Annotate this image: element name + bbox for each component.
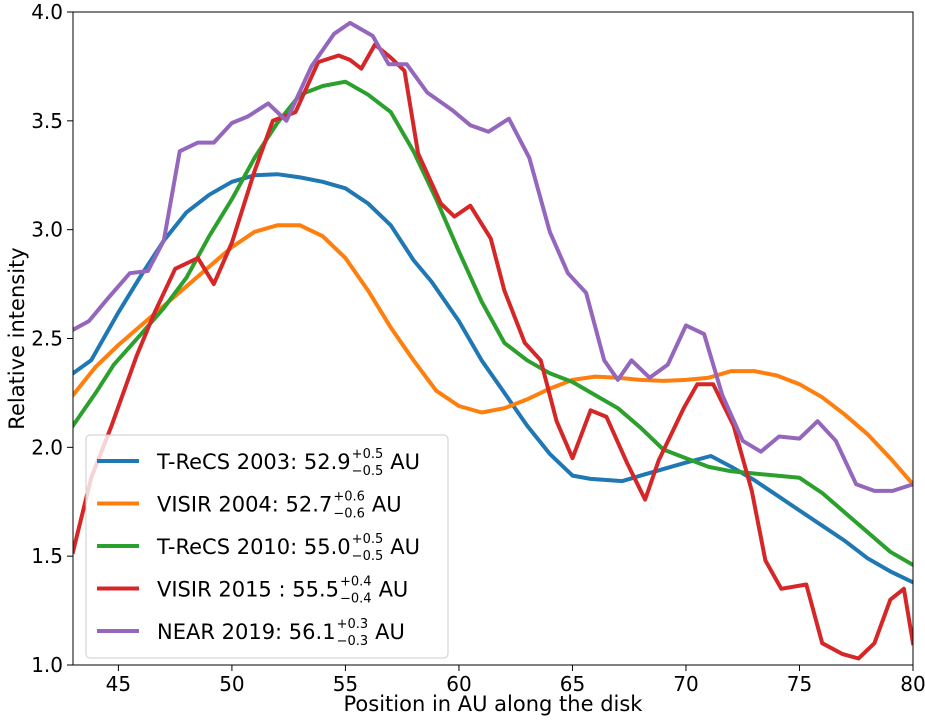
x-tick-label: 80: [900, 672, 925, 696]
legend-unit: AU: [372, 493, 402, 517]
legend-entry: T-ReCS 2003: 52.9 +0.5 −0.5 AU: [156, 447, 420, 479]
y-tick-label: 3.0: [31, 218, 63, 242]
legend-label: VISIR 2004: 52.7: [157, 493, 332, 517]
legend-label-value: NEAR 2019: 56.1: [157, 620, 336, 644]
legend-label-value: VISIR 2004: 52.7: [157, 493, 332, 517]
series-line-2: [73, 79, 913, 568]
y-tick-label: 1.0: [31, 653, 63, 677]
legend-upper-error: +0.5: [352, 447, 384, 462]
y-axis-label: Relative intensity: [5, 247, 29, 429]
legend-entry: T-ReCS 2010: 55.0 +0.5 −0.5 AU: [156, 532, 420, 564]
legend-label-value: VISIR 2015 : 55.5: [157, 578, 339, 602]
x-tick-label: 50: [219, 672, 244, 696]
y-axis-ticks: 1.0 1.5 2.0 2.5 3.0 3.5 4.0: [31, 0, 73, 677]
legend-lower-error: −0.6: [333, 507, 365, 522]
x-tick-label: 60: [446, 672, 471, 696]
legend-label: NEAR 2019: 56.1: [157, 620, 336, 644]
series-line-3: [73, 42, 913, 661]
series-line-4: [73, 20, 913, 493]
legend-lower-error: −0.5: [352, 464, 384, 479]
x-tick-label: 55: [333, 672, 358, 696]
legend-label-value: T-ReCS 2003: 52.9: [156, 450, 351, 474]
y-tick-label: 1.5: [31, 544, 63, 568]
plot-lines: [73, 20, 913, 661]
legend-label: T-ReCS 2003: 52.9: [156, 450, 351, 474]
legend-entry: VISIR 2015 : 55.5 +0.4 −0.4 AU: [157, 575, 408, 607]
legend-lower-error: −0.3: [337, 634, 369, 649]
legend-upper-error: +0.4: [340, 575, 372, 590]
legend-upper-error: +0.6: [333, 490, 365, 505]
series-line-1: [73, 223, 913, 488]
legend-entry: NEAR 2019: 56.1 +0.3 −0.3 AU: [157, 617, 405, 649]
legend-label: T-ReCS 2010: 55.0: [156, 535, 351, 559]
x-axis-ticks: 45 50 55 60 65 70 75 80: [106, 665, 925, 696]
y-tick-label: 3.5: [31, 109, 63, 133]
x-tick-label: 70: [673, 672, 698, 696]
legend-upper-error: +0.3: [337, 617, 369, 632]
legend-unit: AU: [390, 535, 420, 559]
legend-unit: AU: [375, 620, 405, 644]
x-axis-label: Position in AU along the disk: [344, 692, 644, 716]
legend-box: [85, 434, 449, 659]
legend-label: VISIR 2015 : 55.5: [157, 578, 339, 602]
legend-lower-error: −0.4: [340, 592, 372, 607]
legend-lower-error: −0.5: [352, 549, 384, 564]
legend-entry: VISIR 2004: 52.7 +0.6 −0.6 AU: [157, 490, 402, 522]
legend-unit: AU: [390, 450, 420, 474]
legend-upper-error: +0.5: [352, 532, 384, 547]
legend-label-value: T-ReCS 2010: 55.0: [156, 535, 351, 559]
series-line-0: [73, 172, 913, 585]
x-tick-label: 65: [560, 672, 585, 696]
y-tick-label: 2.5: [31, 327, 63, 351]
legend-unit: AU: [379, 578, 409, 602]
x-tick-label: 45: [106, 672, 131, 696]
y-tick-label: 2.0: [31, 435, 63, 459]
y-tick-label: 4.0: [31, 0, 63, 24]
x-tick-label: 75: [787, 672, 812, 696]
